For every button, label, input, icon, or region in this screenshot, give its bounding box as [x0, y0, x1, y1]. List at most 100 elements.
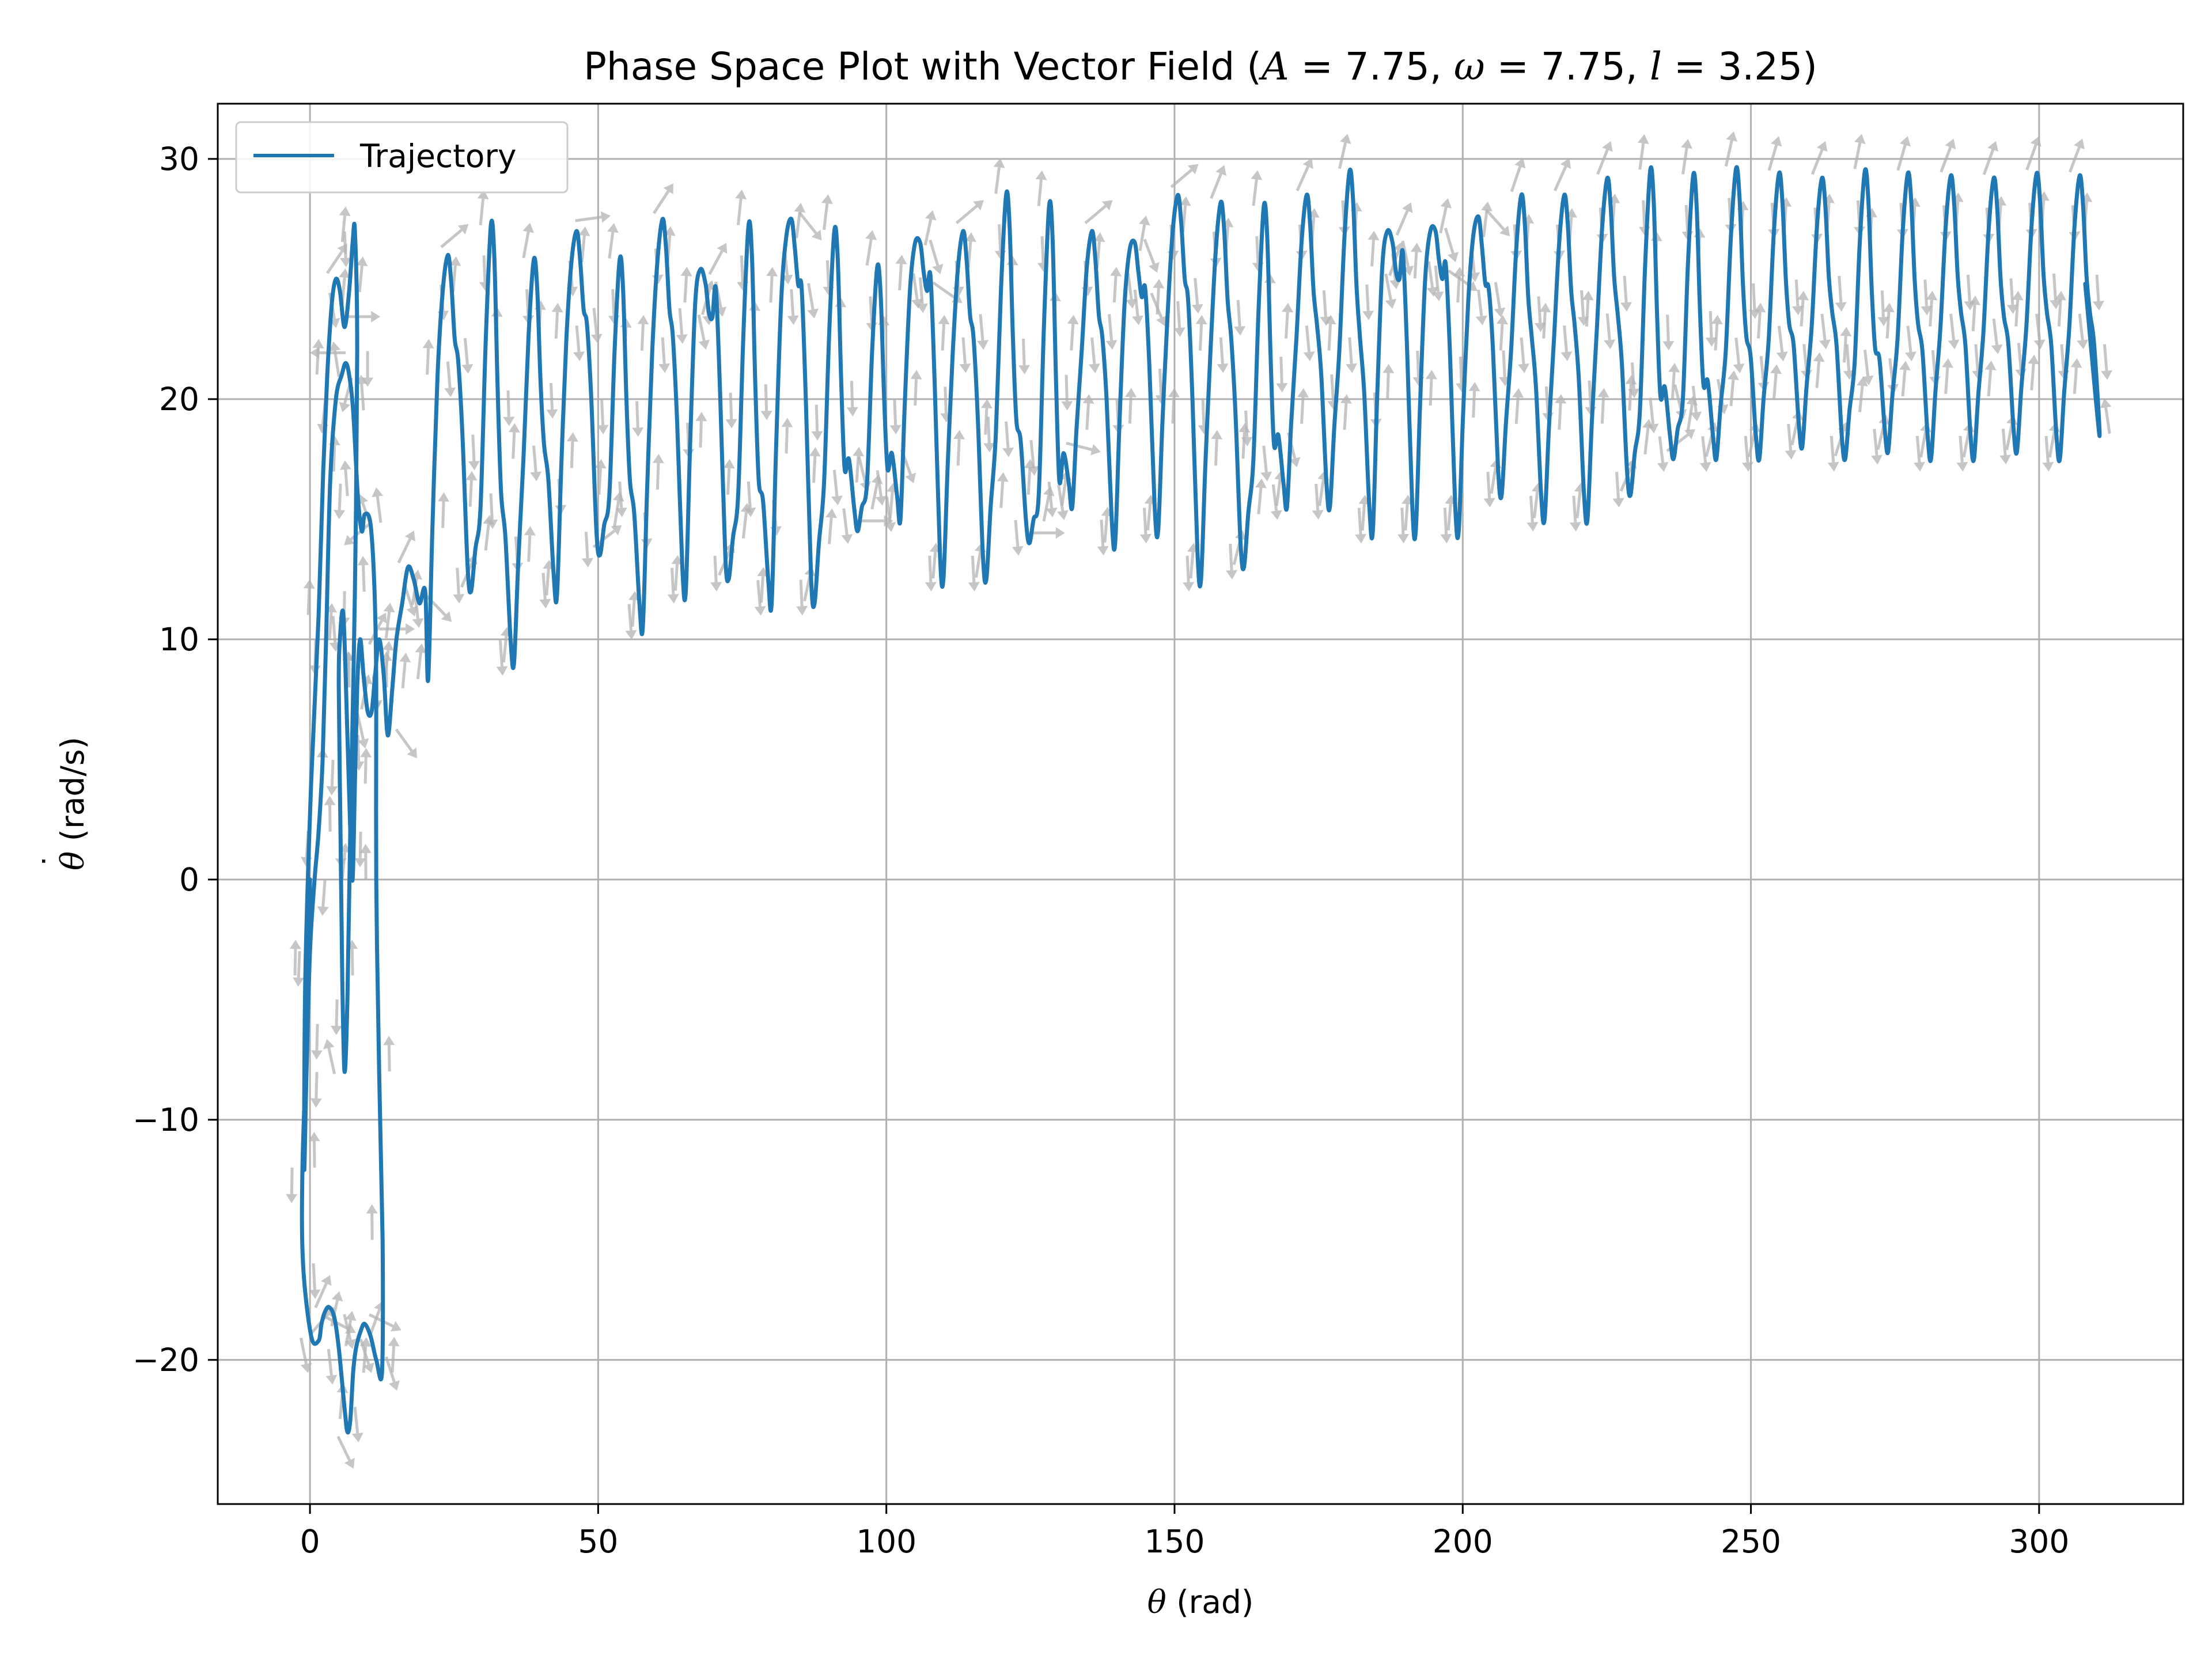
vector-arrow-head	[1843, 370, 1855, 380]
vector-arrow-head	[1620, 302, 1633, 312]
y-axis-ticks: −20 −10 0 10 20 30	[132, 141, 218, 1378]
vector-arrow-shaft	[1802, 344, 1808, 371]
vector-arrow-head	[853, 446, 865, 457]
vector-arrow-shaft	[362, 565, 366, 592]
vector-arrow-head	[438, 492, 450, 502]
vector-arrow-shaft	[340, 215, 347, 243]
vector-arrow-shaft	[1434, 265, 1440, 293]
vector-arrow-head	[1440, 533, 1452, 544]
chart-title: Phase Space Plot with Vector Field (A = …	[584, 44, 1817, 89]
vector-arrow-head	[911, 298, 923, 309]
vector-arrow-shaft	[1427, 261, 1434, 288]
vector-arrow-shaft	[1628, 384, 1633, 411]
vector-arrow-shaft	[1014, 520, 1020, 547]
vector-arrow-head	[1355, 533, 1367, 544]
vector-arrow-shaft	[795, 211, 801, 238]
x-tick-label: 300	[2009, 1523, 2069, 1560]
vector-arrow-shaft	[869, 296, 873, 323]
vector-arrow-shaft	[1429, 378, 1433, 406]
vector-arrow-shaft	[597, 468, 603, 495]
vector-arrow-head	[453, 594, 465, 604]
vector-arrow-head	[1126, 298, 1138, 309]
vector-arrow-head	[324, 796, 336, 805]
vector-arrow-shaft	[1229, 543, 1233, 571]
vector-arrow-shaft	[336, 1435, 351, 1461]
vector-arrow-shaft	[1658, 436, 1665, 463]
vector-arrow-head	[334, 510, 346, 520]
vector-arrow-shaft	[350, 949, 354, 976]
vector-arrow-head	[1483, 498, 1495, 507]
vector-arrow-shaft	[923, 219, 933, 246]
vector-arrow-head	[1582, 290, 1594, 301]
vector-arrow-shaft	[1395, 210, 1409, 236]
vector-arrow-head	[496, 666, 508, 676]
vector-arrow-head	[356, 256, 368, 267]
vector-arrow-shaft	[1600, 397, 1605, 424]
vector-arrow-head	[889, 425, 902, 435]
vector-arrow-shaft	[1446, 503, 1452, 531]
vector-arrow-shaft	[1404, 503, 1409, 531]
vector-arrow-shaft	[1572, 495, 1577, 522]
vector-arrow-shaft	[1158, 368, 1163, 396]
vector-arrow-head	[1921, 305, 1933, 316]
vector-arrow-head	[2012, 290, 2024, 301]
vector-arrow-head	[508, 423, 520, 433]
vector-arrow-head	[2050, 300, 2062, 309]
vector-arrow-shaft	[931, 552, 937, 579]
vector-arrow-head	[1035, 170, 1047, 180]
vector-arrow-head	[1132, 315, 1144, 325]
vector-arrow-shaft	[1919, 431, 1927, 458]
y-tick-label: −10	[132, 1101, 199, 1138]
vector-arrow-shaft	[331, 616, 337, 643]
vector-arrow-head	[1368, 230, 1380, 241]
vector-arrow-head	[667, 594, 679, 604]
vector-arrow-head	[1215, 165, 1226, 176]
vector-arrow-shaft	[584, 532, 589, 559]
vector-arrow-shaft	[468, 480, 473, 507]
vector-arrow-shaft	[1327, 324, 1332, 351]
vector-arrow-shaft	[554, 312, 559, 339]
vector-arrow-head	[388, 1380, 400, 1391]
vector-arrow-head	[676, 334, 688, 344]
vector-arrow-shaft	[1734, 338, 1741, 365]
vector-arrow-head	[766, 267, 778, 276]
vector-arrow-shaft	[1558, 403, 1562, 430]
vector-arrow-shaft	[1684, 204, 1690, 232]
vector-arrow-shaft	[799, 579, 804, 607]
vector-arrow-shaft	[1210, 173, 1222, 199]
vector-arrow-head	[1560, 351, 1573, 361]
vector-arrow-shaft	[1275, 479, 1282, 506]
vector-arrow-shaft	[870, 483, 879, 510]
vector-arrow-shaft	[825, 260, 830, 287]
vector-arrow-shaft	[790, 289, 795, 316]
vector-arrow-head	[310, 1098, 322, 1108]
vector-arrow-shaft	[986, 416, 991, 444]
vector-arrow-shaft	[912, 273, 919, 300]
vector-arrow-head	[1324, 315, 1336, 325]
vector-arrow-shaft	[1906, 325, 1912, 353]
vector-arrow-shaft	[1322, 290, 1327, 317]
vector-arrow-shaft	[328, 805, 332, 832]
vector-arrow-head	[825, 508, 838, 518]
plot-frame	[217, 103, 2184, 1505]
vector-arrow-head	[1312, 510, 1324, 520]
vector-arrow-head	[1055, 527, 1065, 539]
vector-arrow-head	[1899, 361, 1911, 371]
x-axis-ticks: 0 50 100 150 200 250 300	[300, 1504, 2069, 1560]
vector-arrow-head	[503, 416, 515, 426]
vector-arrow-shaft	[1529, 495, 1534, 522]
vector-arrow-head	[1475, 315, 1487, 325]
vector-arrow-shaft	[1553, 166, 1567, 192]
vector-arrow-head	[2030, 136, 2041, 147]
vector-arrow-head	[1518, 363, 1529, 373]
vector-arrow-head	[422, 339, 434, 349]
vector-arrow-head	[637, 315, 649, 325]
vector-arrow-head	[590, 334, 603, 344]
vector-arrow-shaft	[741, 512, 748, 539]
vector-arrow-shaft	[1752, 283, 1756, 310]
vector-arrow-shaft	[1502, 350, 1506, 377]
vector-arrow-shaft	[932, 281, 956, 299]
vector-arrow-shaft	[1929, 300, 1934, 327]
vector-arrow-shaft	[1787, 423, 1793, 451]
vector-arrow-shaft	[1820, 313, 1827, 340]
